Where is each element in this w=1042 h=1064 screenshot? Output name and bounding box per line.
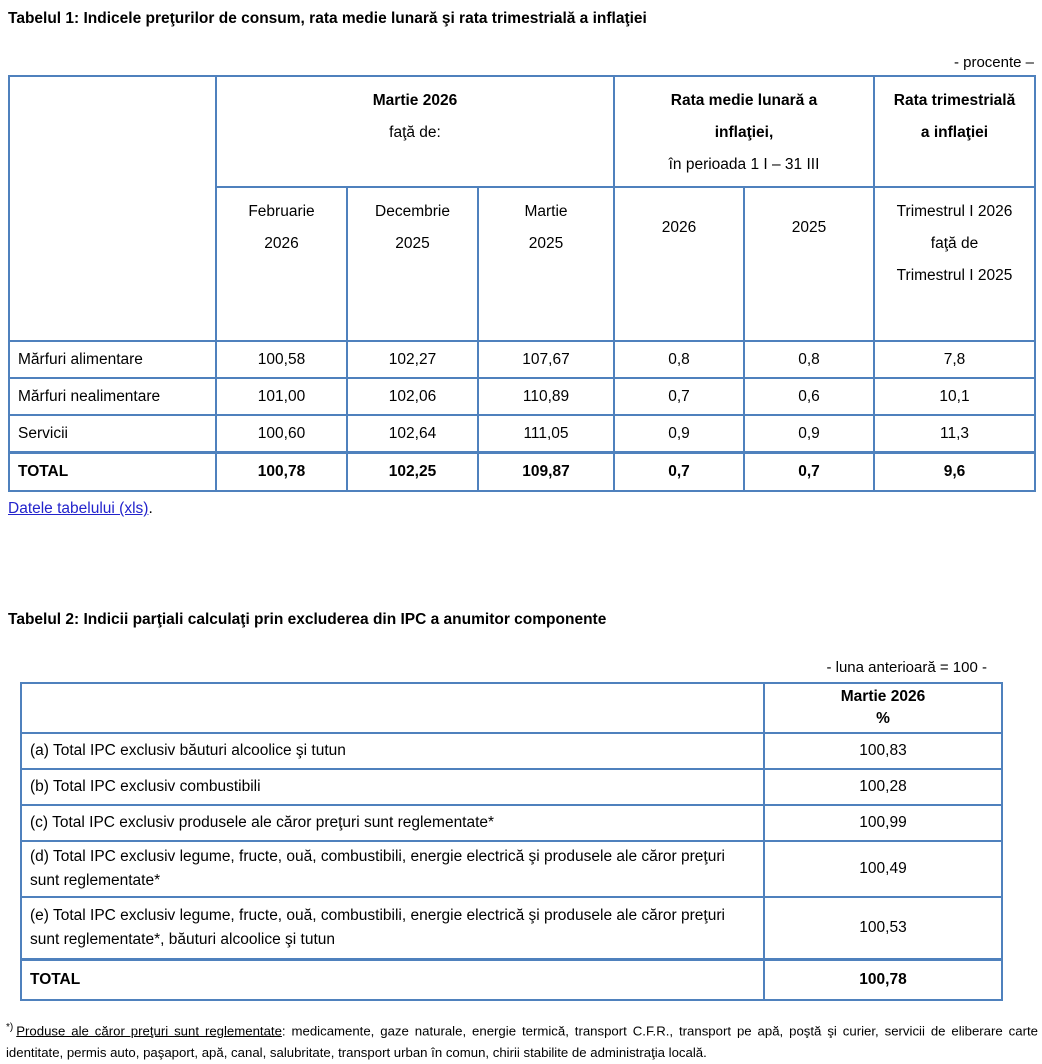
table1-subheader-2025: 2025	[743, 186, 875, 342]
xls-link[interactable]: Datele tabelului (xls)	[8, 500, 149, 517]
table1-header-rata-trimestriala: Rata trimestrială a inflaţiei	[873, 75, 1036, 188]
cell-value: 102,25	[346, 451, 479, 492]
table1: Martie 2026 faţă de: Rata medie lunară a…	[8, 75, 1036, 492]
table1-subheader-martie-2025: Martie 2025	[477, 186, 615, 342]
table2-title: Tabelul 2: Indicii parţiali calculaţi pr…	[8, 611, 607, 628]
table1-unit-note: - procente –	[953, 54, 1034, 71]
cell-value: 7,8	[873, 340, 1036, 379]
cell-value: 100,78	[215, 451, 348, 492]
table-row: Mărfuri nealimentare 101,00 102,06 110,8…	[8, 377, 1036, 416]
table-row: Mărfuri alimentare 100,58 102,27 107,67 …	[8, 340, 1036, 379]
cell-value: 0,8	[743, 340, 875, 379]
cell-value: 100,53	[763, 896, 1003, 961]
cell-value: 0,6	[743, 377, 875, 416]
table1-subheader-decembrie-2025: Decembrie 2025	[346, 186, 479, 342]
table1-subheader-februarie-2026: Februarie 2026	[215, 186, 348, 342]
table-row: (e) Total IPC exclusiv legume, fructe, o…	[20, 896, 1003, 961]
row-label: (a) Total IPC exclusiv băuturi alcoolice…	[20, 732, 765, 770]
footnote-term: Produse ale căror preţuri sunt reglement…	[16, 1023, 282, 1039]
row-label: Mărfuri nealimentare	[8, 377, 217, 416]
cell-value: 100,60	[215, 414, 348, 454]
cell-value: 100,78	[763, 958, 1003, 1001]
table1-subheader-2026: 2026	[613, 186, 745, 342]
cell-value: 0,7	[743, 451, 875, 492]
row-label: (e) Total IPC exclusiv legume, fructe, o…	[20, 896, 765, 961]
cell-value: 107,67	[477, 340, 615, 379]
table1-subheader-trimestrul: Trimestrul I 2026 faţă de Trimestrul I 2…	[873, 186, 1036, 342]
table-row: (d) Total IPC exclusiv legume, fructe, o…	[20, 840, 1003, 898]
table-row-total: TOTAL 100,78 102,25 109,87 0,7 0,7 9,6	[8, 451, 1036, 492]
table1-header-martie-2026: Martie 2026 faţă de:	[215, 75, 615, 188]
table2-header-line2: %	[876, 710, 890, 727]
cell-value: 100,99	[763, 804, 1003, 842]
table1-header-rata-lunara-line3: în perioada 1 I – 31 III	[668, 156, 820, 173]
cell-value: 111,05	[477, 414, 615, 454]
table-row-total: TOTAL 100,78	[20, 958, 1003, 1001]
table1-header-row-1: Martie 2026 faţă de: Rata medie lunară a…	[8, 75, 1036, 342]
table2-unit-note: - luna anterioară = 100 -	[826, 659, 987, 676]
row-label: TOTAL	[20, 958, 765, 1001]
table1-data-link-line: Datele tabelului (xls).	[8, 500, 1042, 518]
link-suffix: .	[148, 500, 153, 517]
cell-value: 101,00	[215, 377, 348, 416]
cell-value: 102,27	[346, 340, 479, 379]
table1-corner-cell	[8, 75, 217, 342]
table1-header-row-2: Februarie 2026 Decembrie 2025 Martie 202…	[9, 186, 1036, 342]
cell-value: 110,89	[477, 377, 615, 416]
cell-value: 0,8	[613, 340, 745, 379]
cell-value: 102,64	[346, 414, 479, 454]
table1-header-rata-medie-lunara: Rata medie lunară a inflaţiei, în perioa…	[613, 75, 875, 188]
table1-header-rata-trim-line2: a inflaţiei	[920, 124, 989, 141]
table-row: (c) Total IPC exclusiv produsele ale căr…	[20, 804, 1003, 842]
row-label: Mărfuri alimentare	[8, 340, 217, 379]
cell-value: 109,87	[477, 451, 615, 492]
cell-value: 0,7	[613, 377, 745, 416]
table-row: Servicii 100,60 102,64 111,05 0,9 0,9 11…	[8, 414, 1036, 454]
table1-header-rata-trim-line1: Rata trimestrială	[893, 92, 1016, 109]
cell-value: 0,7	[613, 451, 745, 492]
cell-value: 100,58	[215, 340, 348, 379]
table1-header-martie-line2: faţă de:	[389, 124, 441, 141]
cell-value: 10,1	[873, 377, 1036, 416]
table2-header-line1: Martie 2026	[840, 688, 926, 705]
row-label: TOTAL	[8, 451, 217, 492]
table2: Martie 2026 % (a) Total IPC exclusiv bău…	[20, 682, 1003, 1001]
footnote-marker: *)	[6, 1022, 14, 1033]
cell-value: 102,06	[346, 377, 479, 416]
table2-header-martie-2026: Martie 2026 %	[763, 682, 1003, 734]
table2-header-row: Martie 2026 %	[20, 682, 1003, 734]
table1-title: Tabelul 1: Indicele preţurilor de consum…	[8, 10, 647, 27]
cell-value: 100,49	[763, 840, 1003, 898]
table1-header-rata-lunara-line1: Rata medie lunară a	[670, 92, 818, 109]
cell-value: 100,83	[763, 732, 1003, 770]
table-row: (a) Total IPC exclusiv băuturi alcoolice…	[20, 732, 1003, 770]
row-label: (d) Total IPC exclusiv legume, fructe, o…	[20, 840, 765, 898]
table2-corner-cell	[20, 682, 765, 734]
row-label: Servicii	[8, 414, 217, 454]
cell-value: 11,3	[873, 414, 1036, 454]
cell-value: 9,6	[873, 451, 1036, 492]
cell-value: 0,9	[743, 414, 875, 454]
table1-header-martie-line1: Martie 2026	[372, 92, 458, 109]
row-label: (c) Total IPC exclusiv produsele ale căr…	[20, 804, 765, 842]
cell-value: 0,9	[613, 414, 745, 454]
table-row: (b) Total IPC exclusiv combustibili 100,…	[20, 768, 1003, 806]
cell-value: 100,28	[763, 768, 1003, 806]
row-label: (b) Total IPC exclusiv combustibili	[20, 768, 765, 806]
table1-header-rata-lunara-line2: inflaţiei,	[714, 124, 774, 141]
footnote: *) Produse ale căror preţuri sunt regleme…	[6, 1017, 1038, 1064]
